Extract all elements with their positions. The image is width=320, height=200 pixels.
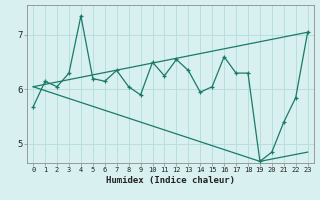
X-axis label: Humidex (Indice chaleur): Humidex (Indice chaleur) [106, 176, 235, 185]
